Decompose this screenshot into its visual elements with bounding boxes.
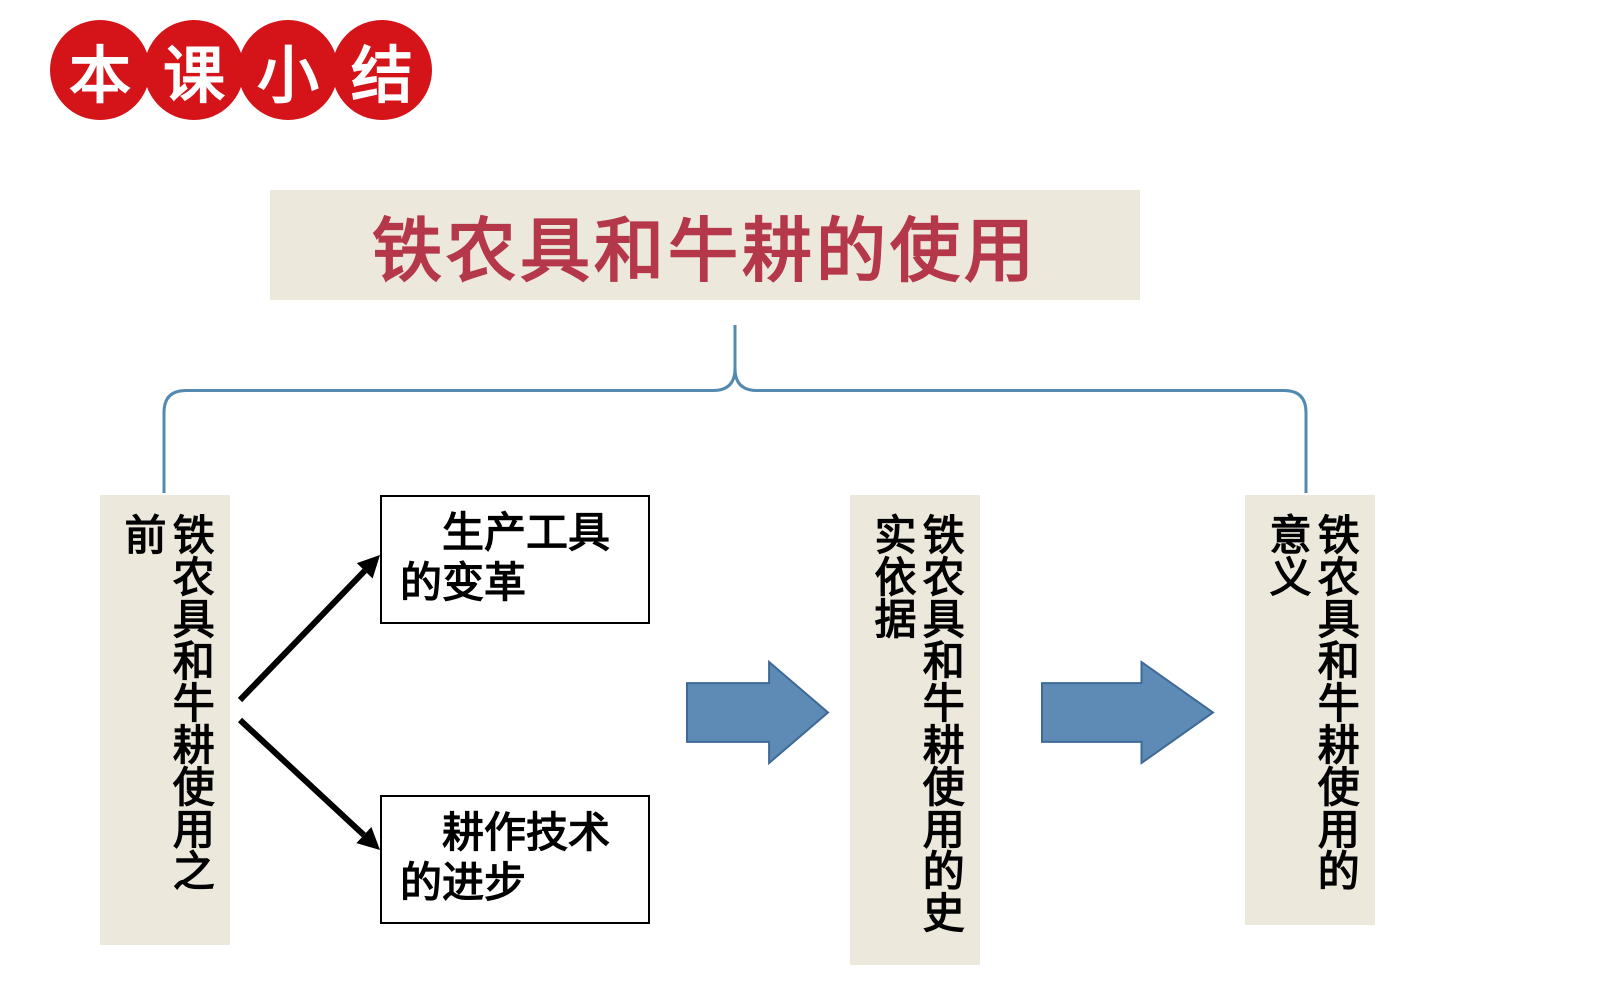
- box-tech-progress: 耕作技术的进步: [380, 795, 650, 924]
- header-circle-3: 小: [238, 20, 338, 120]
- box-significance: 铁农具和牛耕使用的意义: [1245, 495, 1375, 925]
- header-circle-1: 本: [50, 20, 150, 120]
- main-title: 铁农具和牛耕的使用: [270, 190, 1140, 300]
- header-circle-4: 结: [332, 20, 432, 120]
- arrow-split-bottom: [225, 705, 395, 865]
- arrow-blue-1: [685, 660, 830, 765]
- arrow-split-top: [225, 540, 395, 715]
- header-circle-2: 课: [144, 20, 244, 120]
- box-before-use: 铁农具和牛耕使用之前: [100, 495, 230, 945]
- box-tool-reform: 生产工具的变革: [380, 495, 650, 624]
- header-circles: 本 课 小 结: [50, 20, 426, 120]
- box-historical-basis: 铁农具和牛耕使用的史实依据: [850, 495, 980, 965]
- arrow-blue-2: [1040, 660, 1215, 765]
- bracket-connector: [160, 305, 1310, 495]
